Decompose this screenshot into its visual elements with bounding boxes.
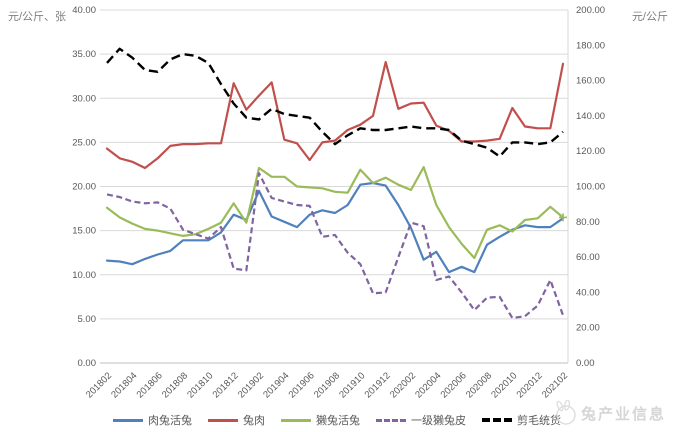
svg-text:10.00: 10.00 xyxy=(72,270,96,281)
svg-text:202006: 202006 xyxy=(439,370,469,400)
legend-label: 一级獭兔皮 xyxy=(411,415,466,427)
legend-line-swatch xyxy=(281,418,311,422)
legend-item-grade1-rex-pelt: 一级獭兔皮 xyxy=(376,412,466,428)
legend-item-sheared-wool: 剪毛统货 xyxy=(482,412,561,428)
svg-text:120.00: 120.00 xyxy=(576,146,605,157)
legend-item-live-rex-rabbit: 獭兔活兔 xyxy=(281,412,360,428)
series-line-0 xyxy=(105,181,565,274)
legend-item-rabbit-meat: 兔肉 xyxy=(208,412,265,428)
legend-line-swatch xyxy=(113,418,143,422)
svg-text:201810: 201810 xyxy=(185,370,215,400)
svg-text:202012: 202012 xyxy=(515,370,545,400)
svg-text:201902: 201902 xyxy=(236,370,266,400)
right-axis-tick-labels: 0.00 20.00 40.00 60.00 80.00 100.00 120.00 140.… xyxy=(576,5,605,369)
chart-legend: 肉兔活兔 兔肉 獭兔活兔 一级獭兔皮 剪毛统货 xyxy=(0,412,674,428)
svg-text:201812: 201812 xyxy=(211,370,241,400)
x-axis-tick-labels: 2018022018042018062018082018102018122019… xyxy=(84,370,570,400)
series-line-1 xyxy=(105,60,565,170)
svg-text:201904: 201904 xyxy=(261,370,291,400)
svg-text:201804: 201804 xyxy=(109,370,139,400)
legend-label: 兔肉 xyxy=(243,415,265,427)
svg-text:201806: 201806 xyxy=(135,370,165,400)
left-axis-title: 元/公斤、张 xyxy=(8,11,67,23)
svg-text:5.00: 5.00 xyxy=(78,314,97,325)
svg-text:201910: 201910 xyxy=(337,370,367,400)
svg-text:201802: 201802 xyxy=(84,370,114,400)
svg-text:0.00: 0.00 xyxy=(78,358,97,369)
svg-text:20.00: 20.00 xyxy=(576,323,600,334)
svg-text:202008: 202008 xyxy=(464,370,494,400)
series-line-3 xyxy=(106,172,565,320)
svg-text:202002: 202002 xyxy=(388,370,418,400)
svg-text:201808: 201808 xyxy=(160,370,190,400)
legend-line-swatch xyxy=(482,418,512,422)
svg-text:200.00: 200.00 xyxy=(576,5,605,16)
legend-line-swatch xyxy=(208,418,238,422)
right-axis-title: 元/公斤 xyxy=(631,11,668,23)
svg-text:15.00: 15.00 xyxy=(72,226,96,237)
svg-text:201908: 201908 xyxy=(312,370,342,400)
svg-text:80.00: 80.00 xyxy=(576,217,600,228)
svg-text:202102: 202102 xyxy=(540,370,570,400)
svg-text:60.00: 60.00 xyxy=(576,252,600,263)
svg-text:202010: 202010 xyxy=(489,370,519,400)
left-axis-tick-labels: 0.00 5.00 10.00 15.00 20.00 25.00 30.00 35.00 40… xyxy=(72,5,96,369)
svg-text:40.00: 40.00 xyxy=(576,287,600,298)
svg-text:201912: 201912 xyxy=(363,370,393,400)
svg-text:0.00: 0.00 xyxy=(576,358,595,369)
svg-text:30.00: 30.00 xyxy=(72,93,96,104)
svg-text:100.00: 100.00 xyxy=(576,182,605,193)
svg-text:25.00: 25.00 xyxy=(72,137,96,148)
series-lines xyxy=(105,47,567,320)
legend-label: 剪毛统货 xyxy=(517,415,561,427)
svg-text:201906: 201906 xyxy=(287,370,317,400)
svg-text:140.00: 140.00 xyxy=(576,111,605,122)
svg-text:180.00: 180.00 xyxy=(576,40,605,51)
legend-item-live-meat-rabbit: 肉兔活兔 xyxy=(113,412,192,428)
series-line-2 xyxy=(105,166,565,260)
svg-text:160.00: 160.00 xyxy=(576,76,605,87)
svg-text:20.00: 20.00 xyxy=(72,182,96,193)
legend-label: 獭兔活兔 xyxy=(316,415,360,427)
legend-line-swatch xyxy=(376,418,406,422)
svg-text:35.00: 35.00 xyxy=(72,49,96,60)
svg-text:40.00: 40.00 xyxy=(72,5,96,16)
legend-label: 肉兔活兔 xyxy=(148,415,192,427)
svg-text:202004: 202004 xyxy=(413,370,443,400)
series-line-4 xyxy=(106,47,564,158)
gridlines xyxy=(100,9,569,364)
